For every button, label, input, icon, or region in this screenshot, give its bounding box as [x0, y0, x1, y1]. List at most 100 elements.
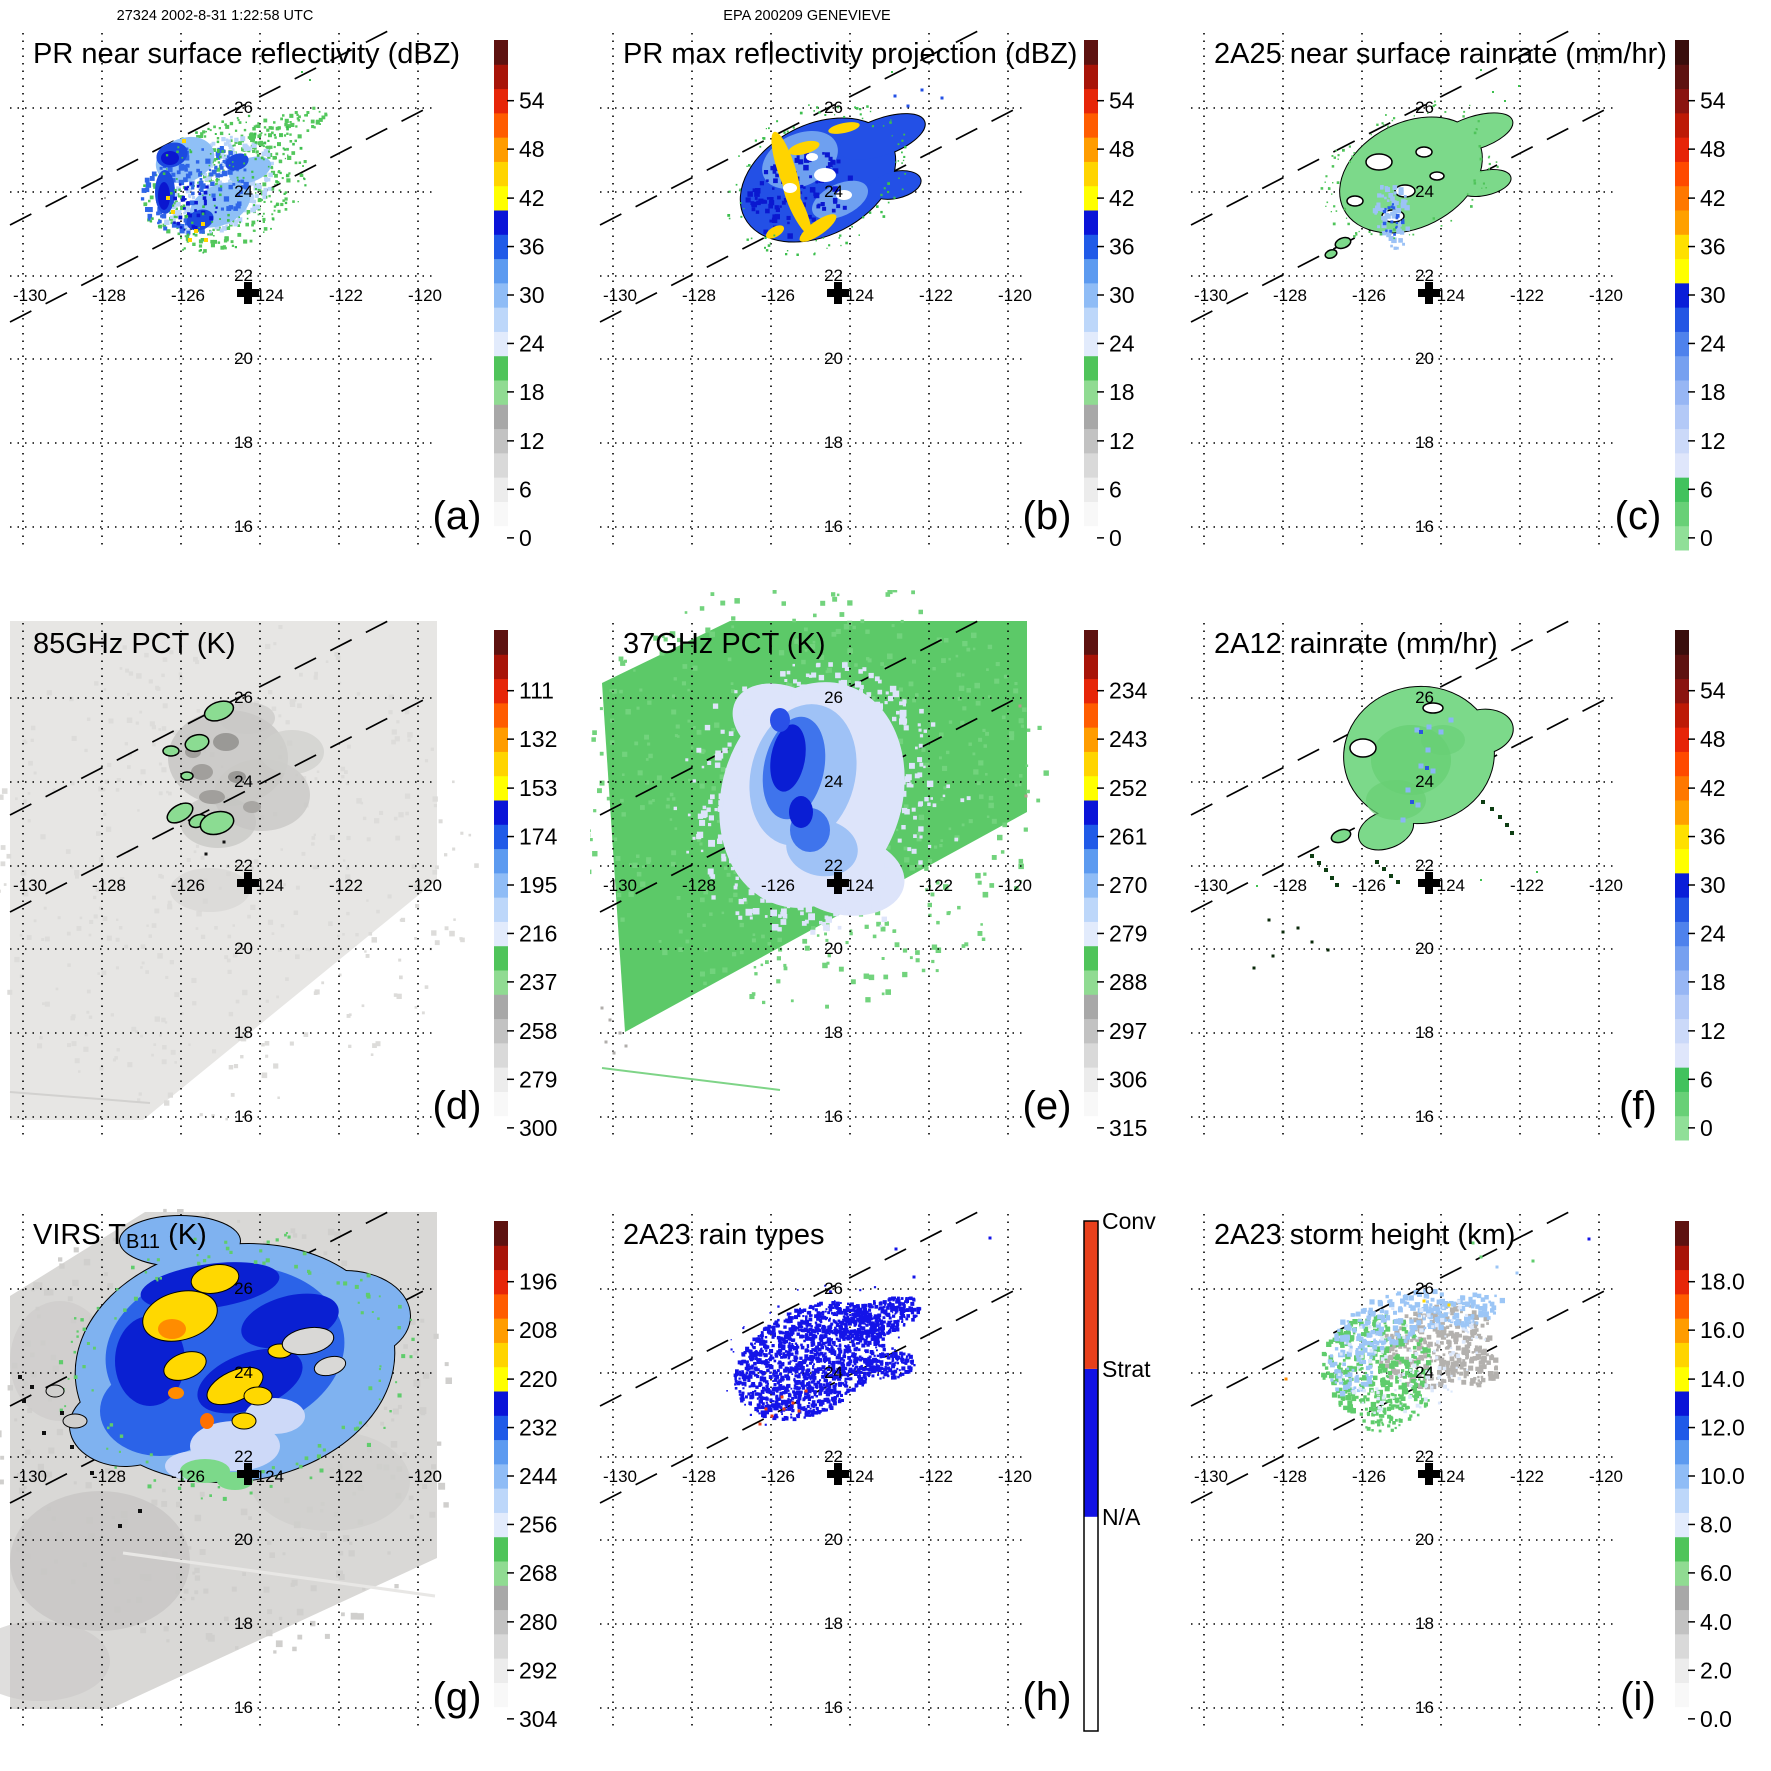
colorbar-tick-label: 54 — [1109, 88, 1135, 114]
lon-label: -122 — [919, 286, 953, 305]
lon-label: -120 — [1589, 286, 1623, 305]
colorbar-segment — [1675, 1609, 1689, 1635]
swath-edge-lines — [599, 1210, 1028, 1504]
colorbar-segment — [494, 654, 508, 680]
panel-title: PR near surface reflectivity (dBZ) — [33, 38, 460, 70]
colorbar-tick-label: 0 — [1109, 525, 1122, 551]
data-field — [726, 1236, 992, 1426]
lon-label: -122 — [919, 876, 953, 895]
colorbar-segment — [494, 40, 508, 65]
colorbar-segment — [494, 1293, 508, 1319]
lon-label: -128 — [682, 286, 716, 305]
panel-h-plot: -130 -128 -126 -124 -122 -1202624222018162A23… — [599, 1208, 1156, 1732]
colorbar-segment — [1675, 161, 1689, 187]
colorbar-tick-label: 12 — [519, 428, 545, 454]
storm-center-cross — [827, 1463, 849, 1485]
swath-edge-lines — [1190, 29, 1619, 323]
field-patch — [814, 168, 836, 182]
colorbar-tick-label: 244 — [519, 1463, 558, 1489]
colorbar-segment — [1084, 727, 1098, 752]
colorbar-tick-label: 14.0 — [1700, 1366, 1745, 1392]
lon-label: -120 — [1589, 1467, 1623, 1486]
field-patch — [313, 1355, 347, 1377]
colorbar-segment — [1675, 1512, 1689, 1538]
colorbar-tick-label: 297 — [1109, 1018, 1147, 1044]
colorbar-segment — [1675, 751, 1689, 777]
colorbar-tick-label: 243 — [1109, 726, 1147, 752]
panel-b: -130 -128 -126 -124 -122 -120 26 24 22 20 18 16 PR m… — [590, 0, 1180, 590]
colorbar-segment — [1675, 64, 1689, 90]
colorbar-segment — [1084, 137, 1098, 162]
colorbar-segment — [1084, 525, 1098, 551]
lat-label: 24 — [824, 182, 843, 201]
lon-label: -128 — [682, 1467, 716, 1486]
colorbar-segment — [494, 1682, 508, 1708]
colorbar-tick-label: 153 — [519, 775, 557, 801]
colorbar-label: Conv — [1102, 1208, 1156, 1234]
colorbar-segment — [494, 1067, 508, 1092]
colorbar-segment — [494, 1318, 508, 1343]
colorbar-segment — [1084, 1115, 1098, 1141]
colorbar-segment — [494, 525, 508, 551]
dot-cluster — [893, 88, 944, 108]
lat-label: 18 — [234, 1614, 253, 1633]
lat-label: 24 — [234, 182, 253, 201]
colorbar-segment — [494, 1269, 508, 1295]
colorbar-tick-label: 279 — [519, 1066, 557, 1092]
colorbar-segment — [494, 234, 508, 260]
lon-label: -122 — [1510, 1467, 1544, 1486]
field-patch — [782, 179, 812, 235]
colorbar-segment — [1675, 1561, 1689, 1586]
colorbar-segment — [1675, 282, 1689, 308]
colorbar-segment — [494, 112, 508, 138]
colorbar: N/A Strat Conv — [1083, 1208, 1156, 1732]
lon-label: -128 — [92, 286, 126, 305]
colorbar-segment — [494, 1512, 508, 1538]
speckle-field — [1337, 1297, 1486, 1414]
swath-edge-line — [9, 619, 391, 816]
data-field — [1284, 1237, 1591, 1433]
lat-label: 26 — [1415, 1279, 1434, 1298]
colorbar-tick-label: 48 — [519, 136, 545, 162]
colorbar-tick-label: 36 — [1700, 234, 1726, 260]
storm-center-cross — [1418, 282, 1440, 304]
colorbar-tick-label: 304 — [519, 1706, 558, 1732]
lon-label: -128 — [1273, 876, 1307, 895]
panel-title: 2A12 rainrate (mm/hr) — [1214, 628, 1498, 660]
lat-label: 20 — [1415, 349, 1434, 368]
colorbar-tick-label: 12 — [1700, 428, 1726, 454]
speckle-field — [143, 114, 307, 254]
colorbar-segment — [494, 88, 508, 114]
lat-label: 18 — [1415, 1023, 1434, 1042]
colorbar-segment — [494, 921, 508, 947]
dot-cluster — [1284, 1377, 1288, 1381]
streak-line — [601, 1067, 781, 1091]
colorbar-segment — [494, 477, 508, 502]
colorbar-segment — [494, 161, 508, 187]
data-field — [727, 61, 956, 256]
colorbar-segment — [494, 897, 508, 922]
field-patch — [245, 1398, 305, 1434]
panel-title: 2A25 near surface rainrate (mm/hr) — [1214, 38, 1667, 70]
colorbar-segment — [1675, 307, 1689, 332]
lon-label: -130 — [13, 286, 47, 305]
swath-edge-line — [9, 29, 391, 226]
lon-label: -126 — [1352, 286, 1386, 305]
colorbar-segment — [1675, 210, 1689, 235]
storm-center-cross — [237, 1463, 259, 1485]
colorbar-label: Strat — [1102, 1356, 1151, 1382]
colorbar-segment — [1084, 751, 1098, 777]
colorbar-tick-label: 18 — [1109, 379, 1135, 405]
colorbar-segment — [1675, 970, 1689, 995]
panel-title: VIRS TB11 (K) — [33, 1219, 207, 1253]
field-patch — [799, 214, 837, 242]
lat-label: 16 — [1415, 1107, 1434, 1126]
colorbar-segment — [494, 1585, 508, 1611]
colorbar-segment — [1675, 380, 1689, 405]
colorbar-segment — [1675, 137, 1689, 162]
